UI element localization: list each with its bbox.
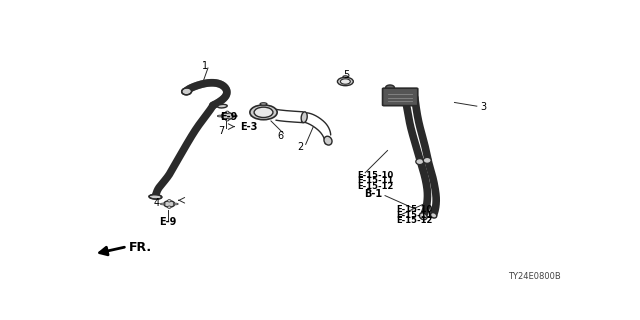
Ellipse shape <box>416 159 424 164</box>
Ellipse shape <box>431 212 436 218</box>
FancyBboxPatch shape <box>383 88 418 106</box>
Text: E-9: E-9 <box>220 112 237 122</box>
Ellipse shape <box>301 112 307 123</box>
Text: E-15-12: E-15-12 <box>396 217 433 226</box>
Text: TY24E0800B: TY24E0800B <box>508 272 561 281</box>
Text: E-9: E-9 <box>159 217 177 227</box>
Ellipse shape <box>385 85 394 90</box>
Ellipse shape <box>149 195 162 199</box>
Ellipse shape <box>423 157 431 163</box>
Ellipse shape <box>254 107 273 117</box>
Ellipse shape <box>218 104 227 108</box>
Text: E-3: E-3 <box>240 122 257 132</box>
Text: 2: 2 <box>298 142 304 152</box>
Ellipse shape <box>218 115 222 117</box>
Ellipse shape <box>168 206 171 208</box>
Text: E-15-10: E-15-10 <box>356 171 393 180</box>
Ellipse shape <box>164 201 175 207</box>
Text: E-15-10: E-15-10 <box>396 205 433 214</box>
Text: 5: 5 <box>343 70 349 80</box>
Ellipse shape <box>337 77 353 86</box>
Ellipse shape <box>225 111 229 114</box>
Ellipse shape <box>161 203 165 205</box>
Ellipse shape <box>182 88 191 95</box>
Ellipse shape <box>324 136 332 145</box>
Text: 3: 3 <box>481 102 487 112</box>
Ellipse shape <box>250 105 277 120</box>
Ellipse shape <box>260 103 267 105</box>
Text: FR.: FR. <box>129 241 152 254</box>
Text: 6: 6 <box>278 131 284 141</box>
Ellipse shape <box>343 76 348 77</box>
Ellipse shape <box>340 79 350 84</box>
Text: 4: 4 <box>153 198 159 209</box>
Ellipse shape <box>419 213 427 220</box>
Text: 7: 7 <box>218 126 225 136</box>
Ellipse shape <box>225 118 229 121</box>
Text: E-15-11: E-15-11 <box>396 211 433 220</box>
Text: E-15-12: E-15-12 <box>356 182 393 191</box>
Text: 1: 1 <box>202 60 208 70</box>
Ellipse shape <box>221 113 233 119</box>
Ellipse shape <box>168 200 171 202</box>
Text: E-15-11: E-15-11 <box>356 176 393 185</box>
Ellipse shape <box>173 203 178 205</box>
Text: B-1: B-1 <box>364 189 382 199</box>
Ellipse shape <box>232 115 237 117</box>
